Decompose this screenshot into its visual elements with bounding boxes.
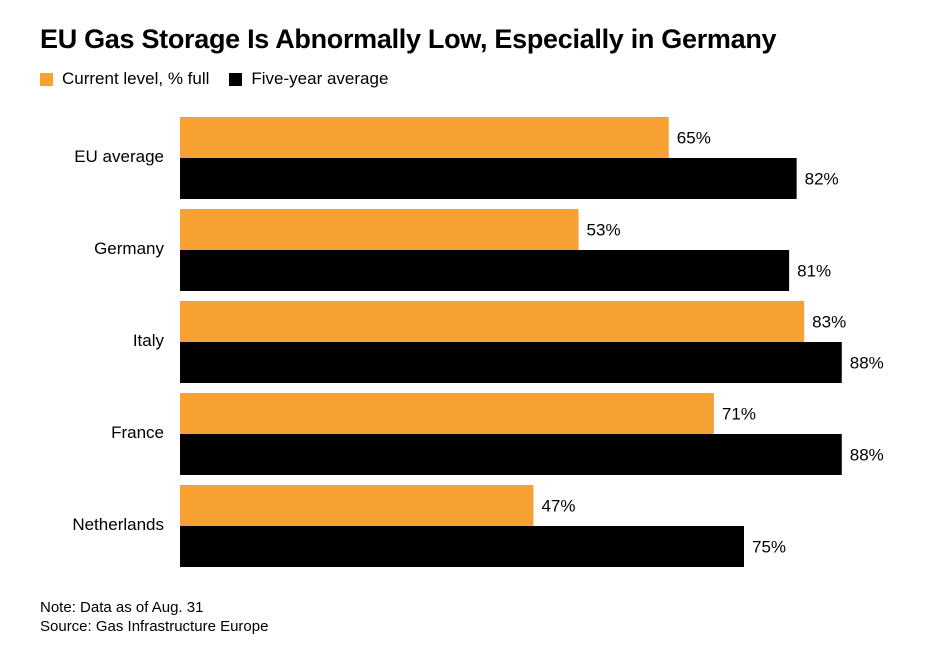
data-label: 71% [722, 405, 756, 424]
category-label: France [111, 423, 164, 442]
data-label: 88% [850, 354, 884, 373]
chart-title: EU Gas Storage Is Abnormally Low, Especi… [40, 24, 777, 54]
legend-label-current: Current level, % full [62, 69, 210, 88]
chart-legend: Current level, % full Five-year average [40, 69, 408, 89]
bar-five-year-average [180, 342, 842, 383]
legend-item-current: Current level, % full [40, 69, 209, 89]
data-label: 88% [850, 446, 884, 465]
bar-current-level [180, 485, 534, 526]
data-label: 47% [541, 497, 575, 516]
data-label: 83% [812, 313, 846, 332]
bar-current-level [180, 209, 579, 250]
legend-label-average: Five-year average [251, 69, 389, 88]
data-label: 82% [805, 170, 839, 189]
data-label: 75% [752, 538, 786, 557]
data-label: 65% [677, 129, 711, 148]
source-text: Source: Gas Infrastructure Europe [40, 618, 269, 635]
data-label: 81% [797, 262, 831, 281]
chart-footnote: Note: Data as of Aug. 31 Source: Gas Inf… [40, 598, 268, 636]
bar-five-year-average [180, 158, 797, 199]
data-label: 53% [587, 221, 621, 240]
category-label: Italy [133, 331, 165, 350]
legend-item-average: Five-year average [229, 69, 388, 89]
bar-five-year-average [180, 434, 842, 475]
bar-current-level [180, 393, 714, 434]
bar-five-year-average [180, 250, 790, 291]
category-label: EU average [74, 147, 164, 166]
bar-current-level [180, 117, 669, 158]
bar-five-year-average [180, 526, 744, 567]
note-text: Note: Data as of Aug. 31 [40, 599, 204, 616]
category-label: Germany [94, 239, 164, 258]
category-label: Netherlands [72, 515, 164, 534]
bar-current-level [180, 301, 805, 342]
legend-swatch-average [229, 72, 243, 86]
legend-swatch-current [40, 72, 53, 86]
